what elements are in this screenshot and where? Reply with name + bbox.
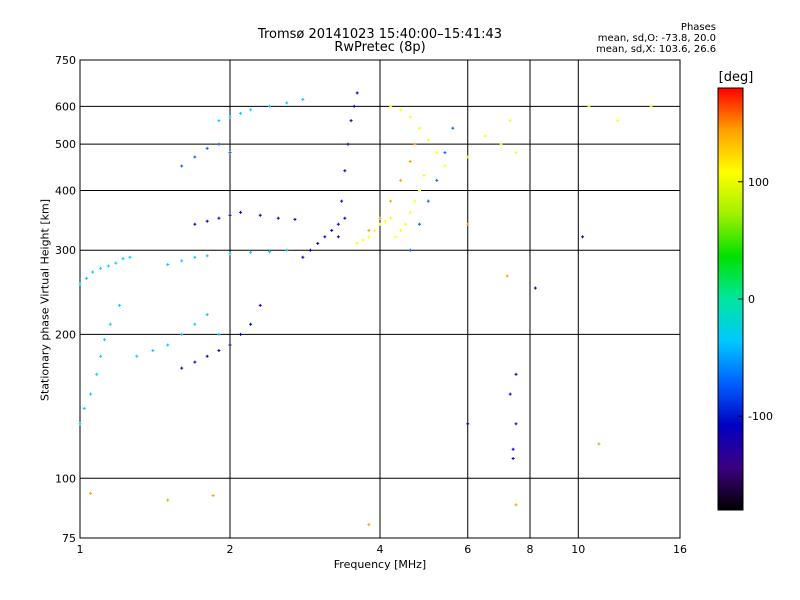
colorbar-label: [deg]	[718, 70, 754, 85]
x-axis-label: Frequency [MHz]	[333, 558, 427, 571]
scatter-points	[78, 91, 653, 527]
x-tick-label: 2	[227, 543, 234, 556]
y-tick-label: 750	[55, 54, 76, 67]
y-axis-label: Stationary phase Virtual Height [km]	[38, 198, 52, 402]
y-tick-label: 400	[55, 184, 76, 197]
x-tick-label: 16	[673, 543, 687, 556]
x-tick-label: 8	[527, 543, 534, 556]
y-tick-label: 200	[55, 328, 76, 341]
phases-stats-heading: Phases	[680, 22, 716, 33]
y-tick-label: 500	[55, 138, 76, 151]
chart-title-line2: RwPretec (8p)	[334, 40, 426, 55]
y-tick-label: 600	[55, 100, 76, 113]
x-tick-label: 6	[464, 543, 471, 556]
x-tick-label: 4	[377, 543, 384, 556]
grid-lines	[80, 60, 680, 538]
colorbar-tick-label: -100	[748, 410, 773, 423]
y-tick-label: 100	[55, 472, 76, 485]
phases-stats-o: mean, sd,O: -73.8, 20.0	[597, 33, 716, 44]
phases-stats-x: mean, sd,X: 103.6, 26.6	[596, 44, 717, 55]
x-tick-label: 1	[77, 543, 84, 556]
colorbar-tick-label: 100	[748, 176, 769, 189]
y-tick-label: 75	[62, 532, 76, 545]
y-axis-ticks: 75 100 200 300 400 500 600 750	[55, 54, 76, 545]
colorbar-tick-label: 0	[748, 293, 755, 306]
colorbar-ticks: 100 0 -100	[738, 176, 773, 423]
y-tick-label: 300	[55, 244, 76, 257]
x-tick-label: 10	[571, 543, 585, 556]
chart-title-line1: Tromsø 20141023 15:40:00–15:41:43	[257, 27, 503, 42]
x-axis-ticks: 1 2 4 6 8 10 16	[77, 543, 688, 556]
